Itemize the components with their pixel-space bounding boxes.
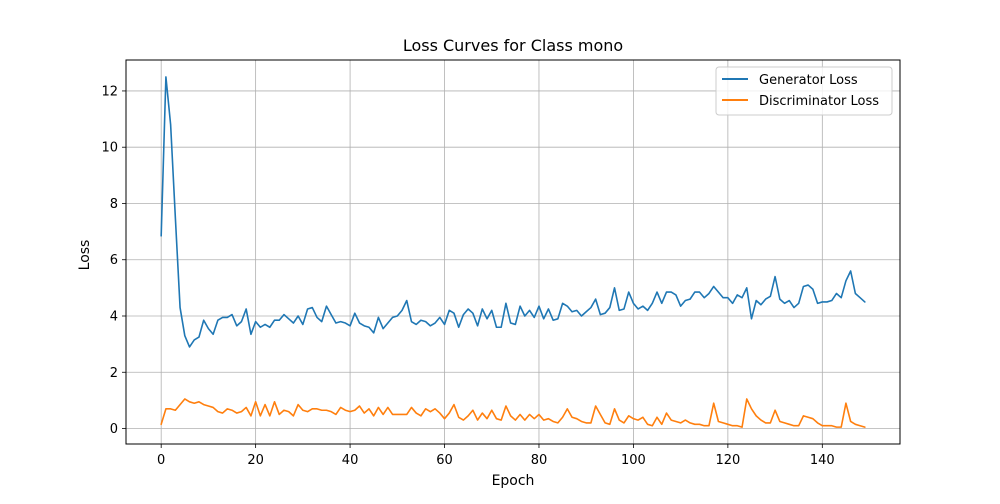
y-tick-label: 4 [110,310,118,325]
legend-label-discriminator: Discriminator Loss [759,94,879,109]
x-tick-label: 20 [247,453,264,468]
y-tick-label: 10 [101,141,118,156]
x-tick-label: 120 [715,453,740,468]
x-tick-label: 60 [436,453,453,468]
plot-frame [125,59,901,445]
y-tick-label: 0 [110,422,118,437]
chart-title: Loss Curves for Class mono [403,36,623,55]
generator-loss-line [160,76,866,348]
legend: Generator Loss Discriminator Loss [715,66,893,116]
x-axis-label: Epoch [492,473,535,489]
legend-box [715,66,893,116]
y-axis-ticks: 0 2 4 6 8 10 12 [101,84,126,437]
discriminator-loss-line [160,398,866,428]
y-axis-label: Loss [77,240,93,271]
series-lines [160,76,866,428]
y-tick-label: 8 [110,197,118,212]
x-axis-ticks: 0 20 40 60 80 100 120 140 [157,444,835,468]
legend-label-generator: Generator Loss [759,73,858,88]
x-tick-label: 40 [342,453,359,468]
y-tick-label: 2 [110,366,118,381]
y-tick-label: 12 [101,84,118,99]
x-tick-label: 0 [157,453,165,468]
x-tick-label: 80 [531,453,548,468]
x-tick-label: 140 [810,453,835,468]
x-tick-label: 100 [621,453,646,468]
y-tick-label: 6 [110,253,118,268]
grid [126,60,900,444]
